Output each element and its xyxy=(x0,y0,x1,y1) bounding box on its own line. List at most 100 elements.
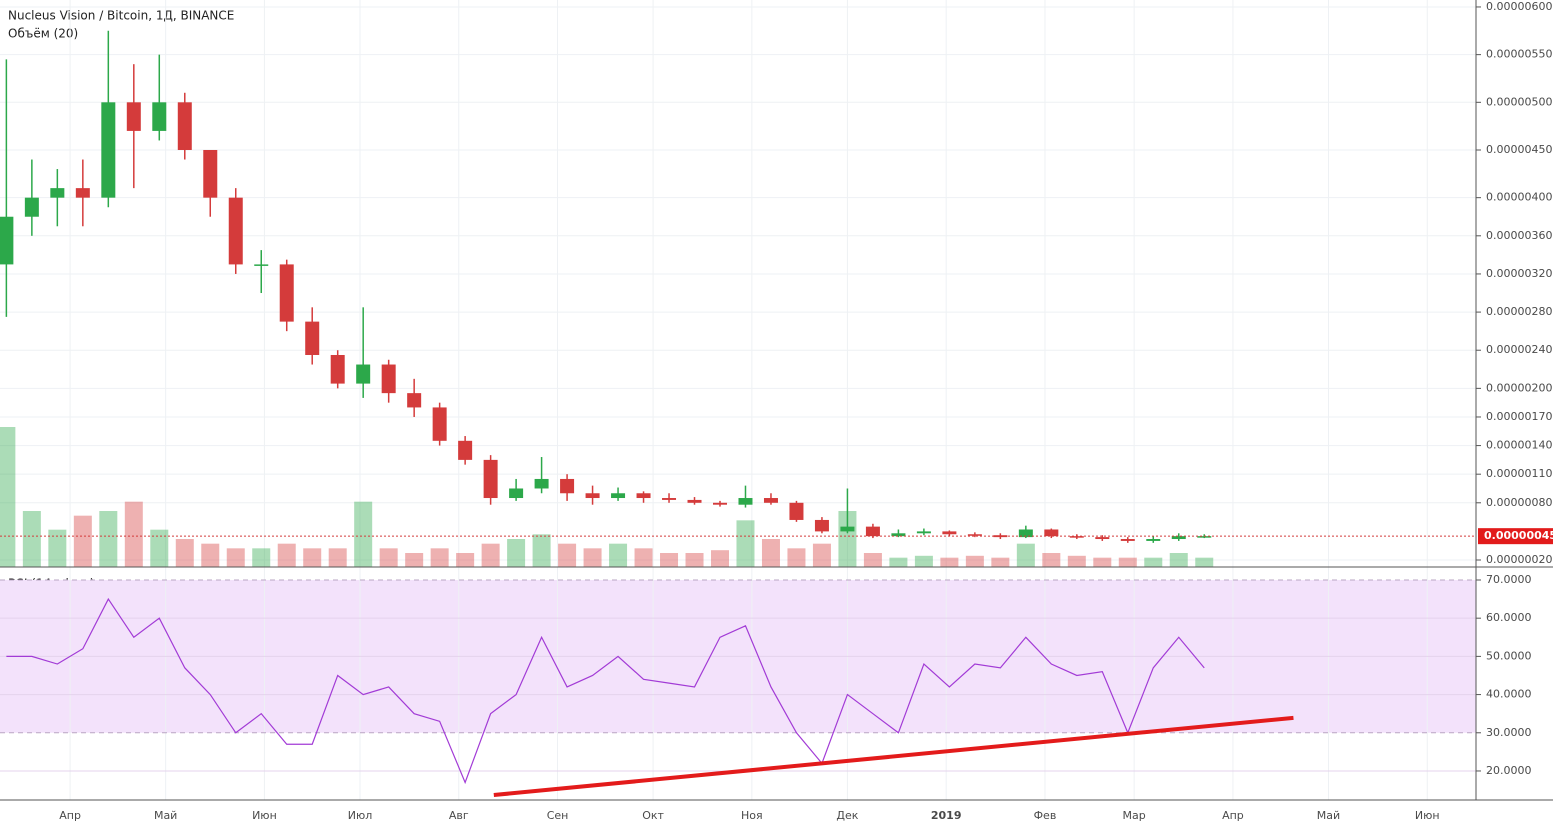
candle-body xyxy=(738,498,753,505)
candle-body xyxy=(585,493,600,499)
y-tick-label: 20.0000 xyxy=(1486,764,1532,777)
volume-bar xyxy=(48,529,67,567)
candle-body xyxy=(101,102,116,198)
volume-bar xyxy=(22,511,41,567)
x-tick-label: Окт xyxy=(642,809,664,822)
candle-body xyxy=(789,502,804,520)
volume-bar xyxy=(787,548,806,567)
volume-bar xyxy=(889,557,908,567)
x-tick-label: Дек xyxy=(836,809,858,822)
volume-bar xyxy=(634,548,653,567)
candle-body xyxy=(763,498,778,503)
volume-bar xyxy=(1067,555,1086,567)
candle-body xyxy=(330,354,345,384)
x-tick-label: Май xyxy=(1317,809,1340,822)
candle-body xyxy=(177,102,192,150)
volume-bar xyxy=(532,534,551,567)
candle-body xyxy=(407,393,422,408)
y-tick-label: 0.00000400 xyxy=(1486,191,1552,204)
x-tick-label: Сен xyxy=(547,809,569,822)
candle-body xyxy=(1120,539,1135,541)
x-tick-label: Мар xyxy=(1123,809,1146,822)
candle-body xyxy=(1018,529,1033,538)
candle-body xyxy=(50,188,65,198)
volume-bar xyxy=(277,543,296,567)
volume-bar xyxy=(583,548,602,567)
x-tick-label: Ноя xyxy=(741,809,763,822)
volume-bar xyxy=(1195,557,1214,567)
candle-body xyxy=(356,364,371,384)
volume-bar xyxy=(175,539,194,567)
candle-body xyxy=(967,534,982,536)
y-tick-label: 0.00000140 xyxy=(1486,439,1552,452)
candle-body xyxy=(152,102,167,131)
volume-bar xyxy=(736,520,755,567)
candle-body xyxy=(1197,536,1212,538)
candle-body xyxy=(942,531,957,535)
volume-bar xyxy=(201,543,220,567)
y-tick-label: 0.00000200 xyxy=(1486,381,1552,394)
volume-bar xyxy=(838,511,857,567)
volume-bar xyxy=(914,555,933,567)
x-tick-label: Июн xyxy=(1415,809,1440,822)
volume-bar xyxy=(481,543,500,567)
volume-bar xyxy=(685,553,704,567)
volume-bar xyxy=(991,557,1010,567)
candle-body xyxy=(1095,537,1110,540)
candle-body xyxy=(687,499,702,503)
candle-body xyxy=(203,149,218,198)
candle-body xyxy=(636,493,651,499)
candle-body xyxy=(75,188,90,198)
volume-bar xyxy=(863,553,882,567)
candle-body xyxy=(24,197,39,217)
volume-bar xyxy=(150,529,169,567)
y-tick-label: 70.0000 xyxy=(1486,573,1532,586)
chart-title: Nucleus Vision / Bitcoin, 1Д, BINANCE xyxy=(8,9,234,23)
candle-body xyxy=(534,478,549,489)
volume-bar xyxy=(660,553,679,567)
candle-body xyxy=(279,264,294,322)
volume-bar xyxy=(1144,557,1163,567)
candle-body xyxy=(432,407,447,441)
candle-body xyxy=(891,533,906,537)
y-tick-label: 0.00000500 xyxy=(1486,95,1552,108)
candle-body xyxy=(1146,539,1161,541)
volume-bar xyxy=(558,543,577,567)
last-price-box xyxy=(1478,528,1553,545)
volume-bar xyxy=(456,553,475,567)
candle-body xyxy=(1044,529,1059,537)
y-tick-label: 0.00000360 xyxy=(1486,229,1552,242)
last-price-label: 0.00000045 xyxy=(1484,529,1553,542)
volume-bar xyxy=(124,501,143,567)
candle-body xyxy=(483,459,498,499)
x-tick-label: Апр xyxy=(59,809,81,822)
volume-bar xyxy=(99,511,118,567)
candle-body xyxy=(916,531,931,534)
candle-body xyxy=(1069,536,1084,538)
y-tick-label: 0.00000080 xyxy=(1486,496,1552,509)
y-tick-label: 0.00000320 xyxy=(1486,267,1552,280)
volume-bar xyxy=(609,543,628,567)
y-tick-label: 0.00000280 xyxy=(1486,305,1552,318)
volume-bar xyxy=(303,548,322,567)
candle-body xyxy=(126,102,141,131)
volume-bar xyxy=(965,555,984,567)
y-tick-label: 60.0000 xyxy=(1486,611,1532,624)
volume-bar xyxy=(1093,557,1112,567)
y-tick-label: 0.00000110 xyxy=(1486,467,1552,480)
volume-bar xyxy=(226,548,245,567)
volume-bar xyxy=(812,543,831,567)
candle-body xyxy=(865,526,880,537)
volume-bar xyxy=(328,548,347,567)
volume-bar xyxy=(1169,553,1188,567)
x-tick-label: 2019 xyxy=(931,809,962,822)
candle-body xyxy=(713,502,727,505)
y-tick-label: 0.00000240 xyxy=(1486,343,1552,356)
x-tick-label: Июл xyxy=(348,809,373,822)
candle-body xyxy=(560,478,575,494)
x-tick-label: Авг xyxy=(449,809,469,822)
x-tick-label: Фев xyxy=(1034,809,1057,822)
trendline xyxy=(493,715,1294,798)
y-tick-label: 0.00000020 xyxy=(1486,553,1552,566)
